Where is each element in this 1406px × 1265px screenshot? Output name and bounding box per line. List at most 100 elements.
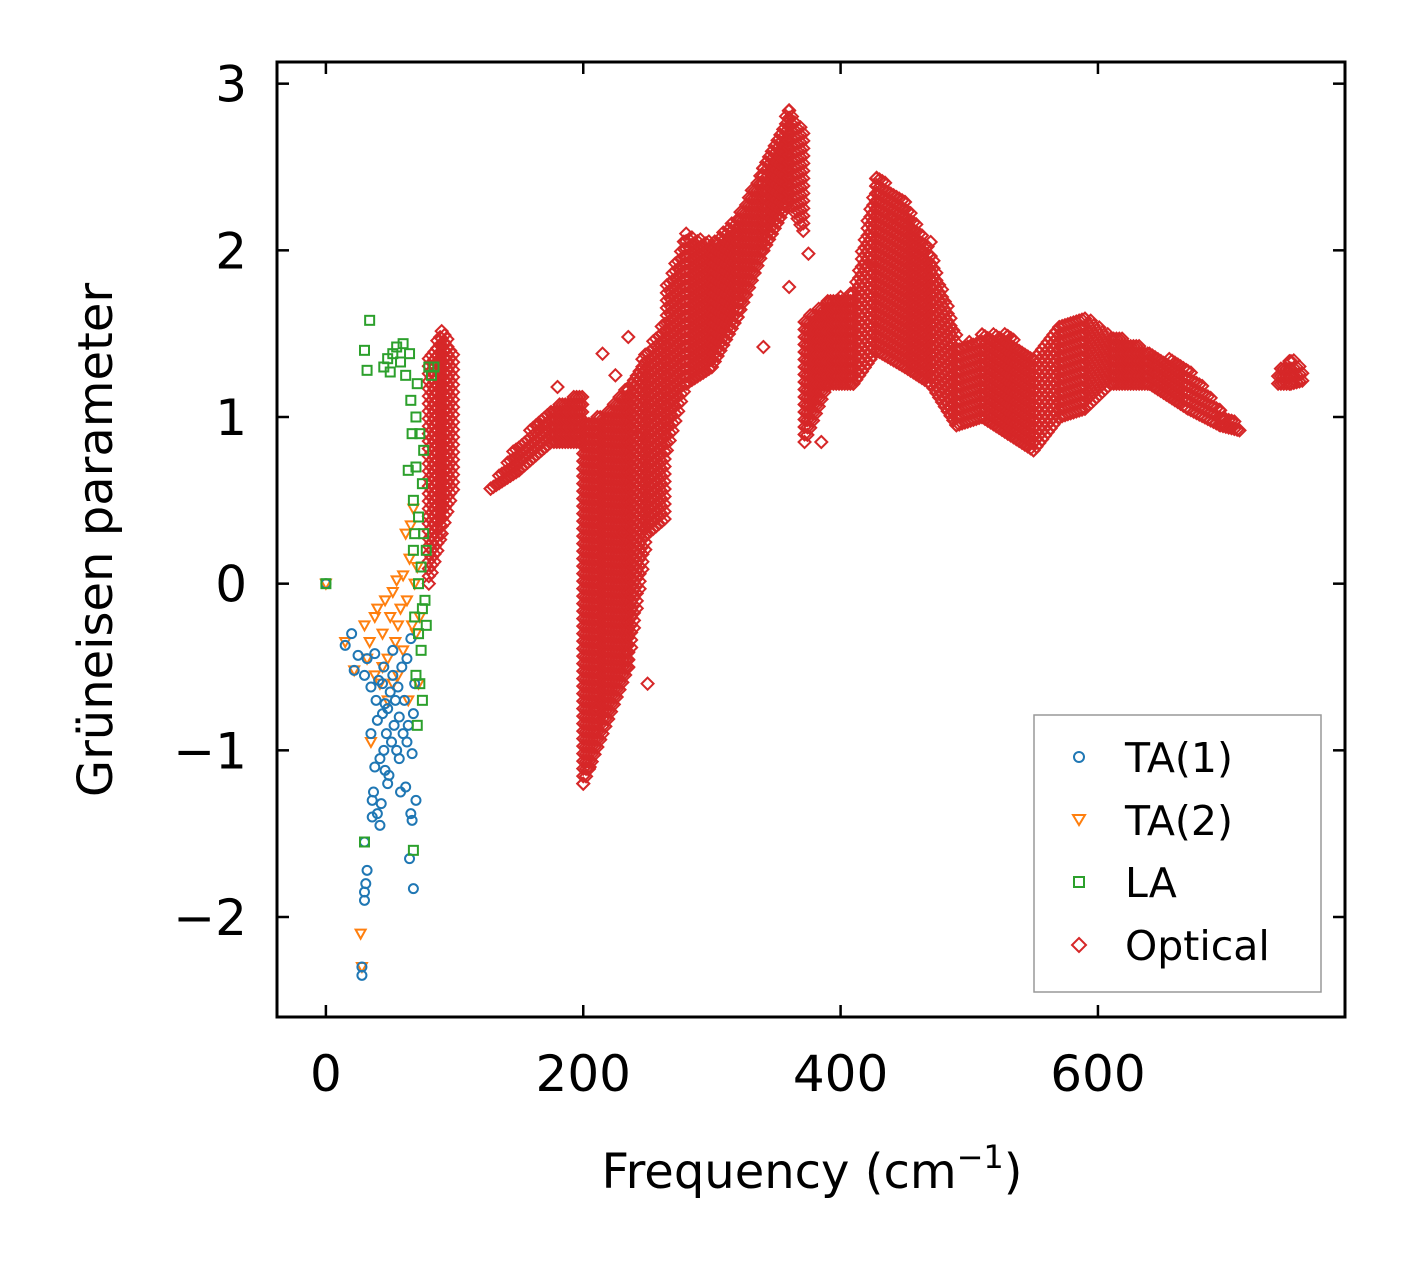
point-optical bbox=[667, 413, 683, 429]
point-optical bbox=[620, 652, 636, 667]
point-optical bbox=[931, 285, 947, 300]
plot-area bbox=[319, 102, 1310, 981]
point-optical bbox=[793, 157, 808, 173]
point-optical bbox=[1294, 373, 1310, 389]
point-optical bbox=[629, 585, 645, 601]
point-optical bbox=[434, 518, 450, 534]
point-optical bbox=[781, 279, 797, 295]
point-la bbox=[410, 411, 422, 423]
point-ta1 bbox=[380, 728, 392, 740]
point-optical bbox=[793, 187, 808, 203]
point-optical bbox=[429, 543, 445, 559]
point-la bbox=[414, 428, 426, 440]
point-optical bbox=[940, 306, 956, 322]
point-ta1 bbox=[360, 878, 372, 890]
point-optical bbox=[795, 223, 811, 239]
point-ta2 bbox=[391, 670, 405, 683]
point-optical bbox=[575, 776, 591, 792]
point-optical bbox=[1292, 366, 1307, 382]
point-la bbox=[358, 836, 370, 848]
point-la bbox=[384, 366, 396, 378]
point-optical bbox=[445, 414, 461, 430]
point-ta1 bbox=[361, 864, 373, 876]
point-optical bbox=[665, 423, 680, 439]
point-optical bbox=[795, 185, 811, 201]
point-optical bbox=[795, 155, 811, 171]
point-optical bbox=[945, 322, 961, 338]
point-optical bbox=[620, 659, 636, 675]
point-la bbox=[364, 314, 376, 326]
point-ta1 bbox=[396, 661, 408, 673]
point-optical bbox=[793, 202, 808, 218]
point-optical bbox=[730, 226, 746, 242]
point-ta1 bbox=[356, 969, 368, 981]
point-la bbox=[418, 444, 430, 456]
point-optical bbox=[614, 526, 630, 542]
point-optical bbox=[854, 364, 870, 379]
point-optical bbox=[637, 534, 653, 550]
point-la bbox=[400, 369, 412, 381]
point-optical bbox=[629, 593, 645, 609]
point-ta1 bbox=[393, 753, 405, 765]
point-optical bbox=[813, 434, 829, 450]
legend-marker-la bbox=[1073, 876, 1085, 888]
point-ta1 bbox=[371, 714, 383, 726]
point-optical bbox=[445, 354, 461, 370]
point-optical bbox=[673, 394, 689, 409]
y-axis-label: Grüneisen parameter bbox=[68, 283, 124, 798]
point-la bbox=[414, 678, 426, 690]
point-optical bbox=[574, 389, 590, 405]
point-optical bbox=[427, 554, 442, 570]
point-optical bbox=[445, 347, 461, 363]
point-optical bbox=[434, 526, 450, 542]
point-optical bbox=[795, 215, 811, 231]
point-ta1 bbox=[410, 794, 422, 806]
point-ta1 bbox=[348, 664, 360, 676]
point-optical bbox=[784, 109, 800, 124]
point-optical bbox=[637, 542, 653, 558]
point-ta1 bbox=[379, 698, 391, 710]
point-optical bbox=[445, 482, 461, 498]
point-optical bbox=[632, 566, 648, 582]
point-optical bbox=[781, 102, 797, 118]
point-optical bbox=[923, 248, 939, 264]
point-optical bbox=[923, 234, 939, 250]
point-optical bbox=[632, 573, 648, 589]
point-optical bbox=[857, 359, 873, 375]
point-optical bbox=[793, 179, 808, 195]
point-optical bbox=[421, 576, 437, 592]
point-optical bbox=[863, 351, 878, 367]
point-la bbox=[397, 338, 409, 350]
point-optical bbox=[795, 148, 811, 164]
point-optical bbox=[940, 298, 956, 314]
point-optical bbox=[795, 125, 811, 141]
point-optical bbox=[678, 226, 694, 242]
point-optical bbox=[846, 376, 861, 392]
point-ta2 bbox=[400, 595, 414, 608]
point-ta2 bbox=[380, 653, 395, 666]
x-tick-label: 600 bbox=[1050, 1045, 1145, 1103]
point-la bbox=[416, 694, 428, 706]
point-optical bbox=[429, 535, 445, 551]
point-optical bbox=[445, 437, 461, 453]
point-optical bbox=[439, 504, 455, 520]
legend-item-ta2: TA(2) bbox=[1071, 797, 1233, 845]
point-la bbox=[410, 461, 422, 473]
point-optical bbox=[884, 209, 900, 225]
point-la bbox=[411, 719, 423, 731]
point-ta2 bbox=[370, 603, 385, 616]
point-optical bbox=[1083, 313, 1099, 329]
point-ta1 bbox=[377, 708, 389, 720]
plot-frame bbox=[275, 60, 1347, 1019]
point-optical bbox=[635, 561, 650, 577]
point-optical bbox=[1292, 359, 1307, 374]
point-ta1 bbox=[373, 674, 385, 686]
point-optical bbox=[626, 620, 642, 636]
point-ta1 bbox=[369, 648, 381, 660]
point-optical bbox=[948, 327, 964, 343]
point-optical bbox=[1232, 422, 1247, 438]
point-optical bbox=[833, 289, 849, 305]
legend-item-optical: Optical bbox=[1070, 922, 1270, 970]
